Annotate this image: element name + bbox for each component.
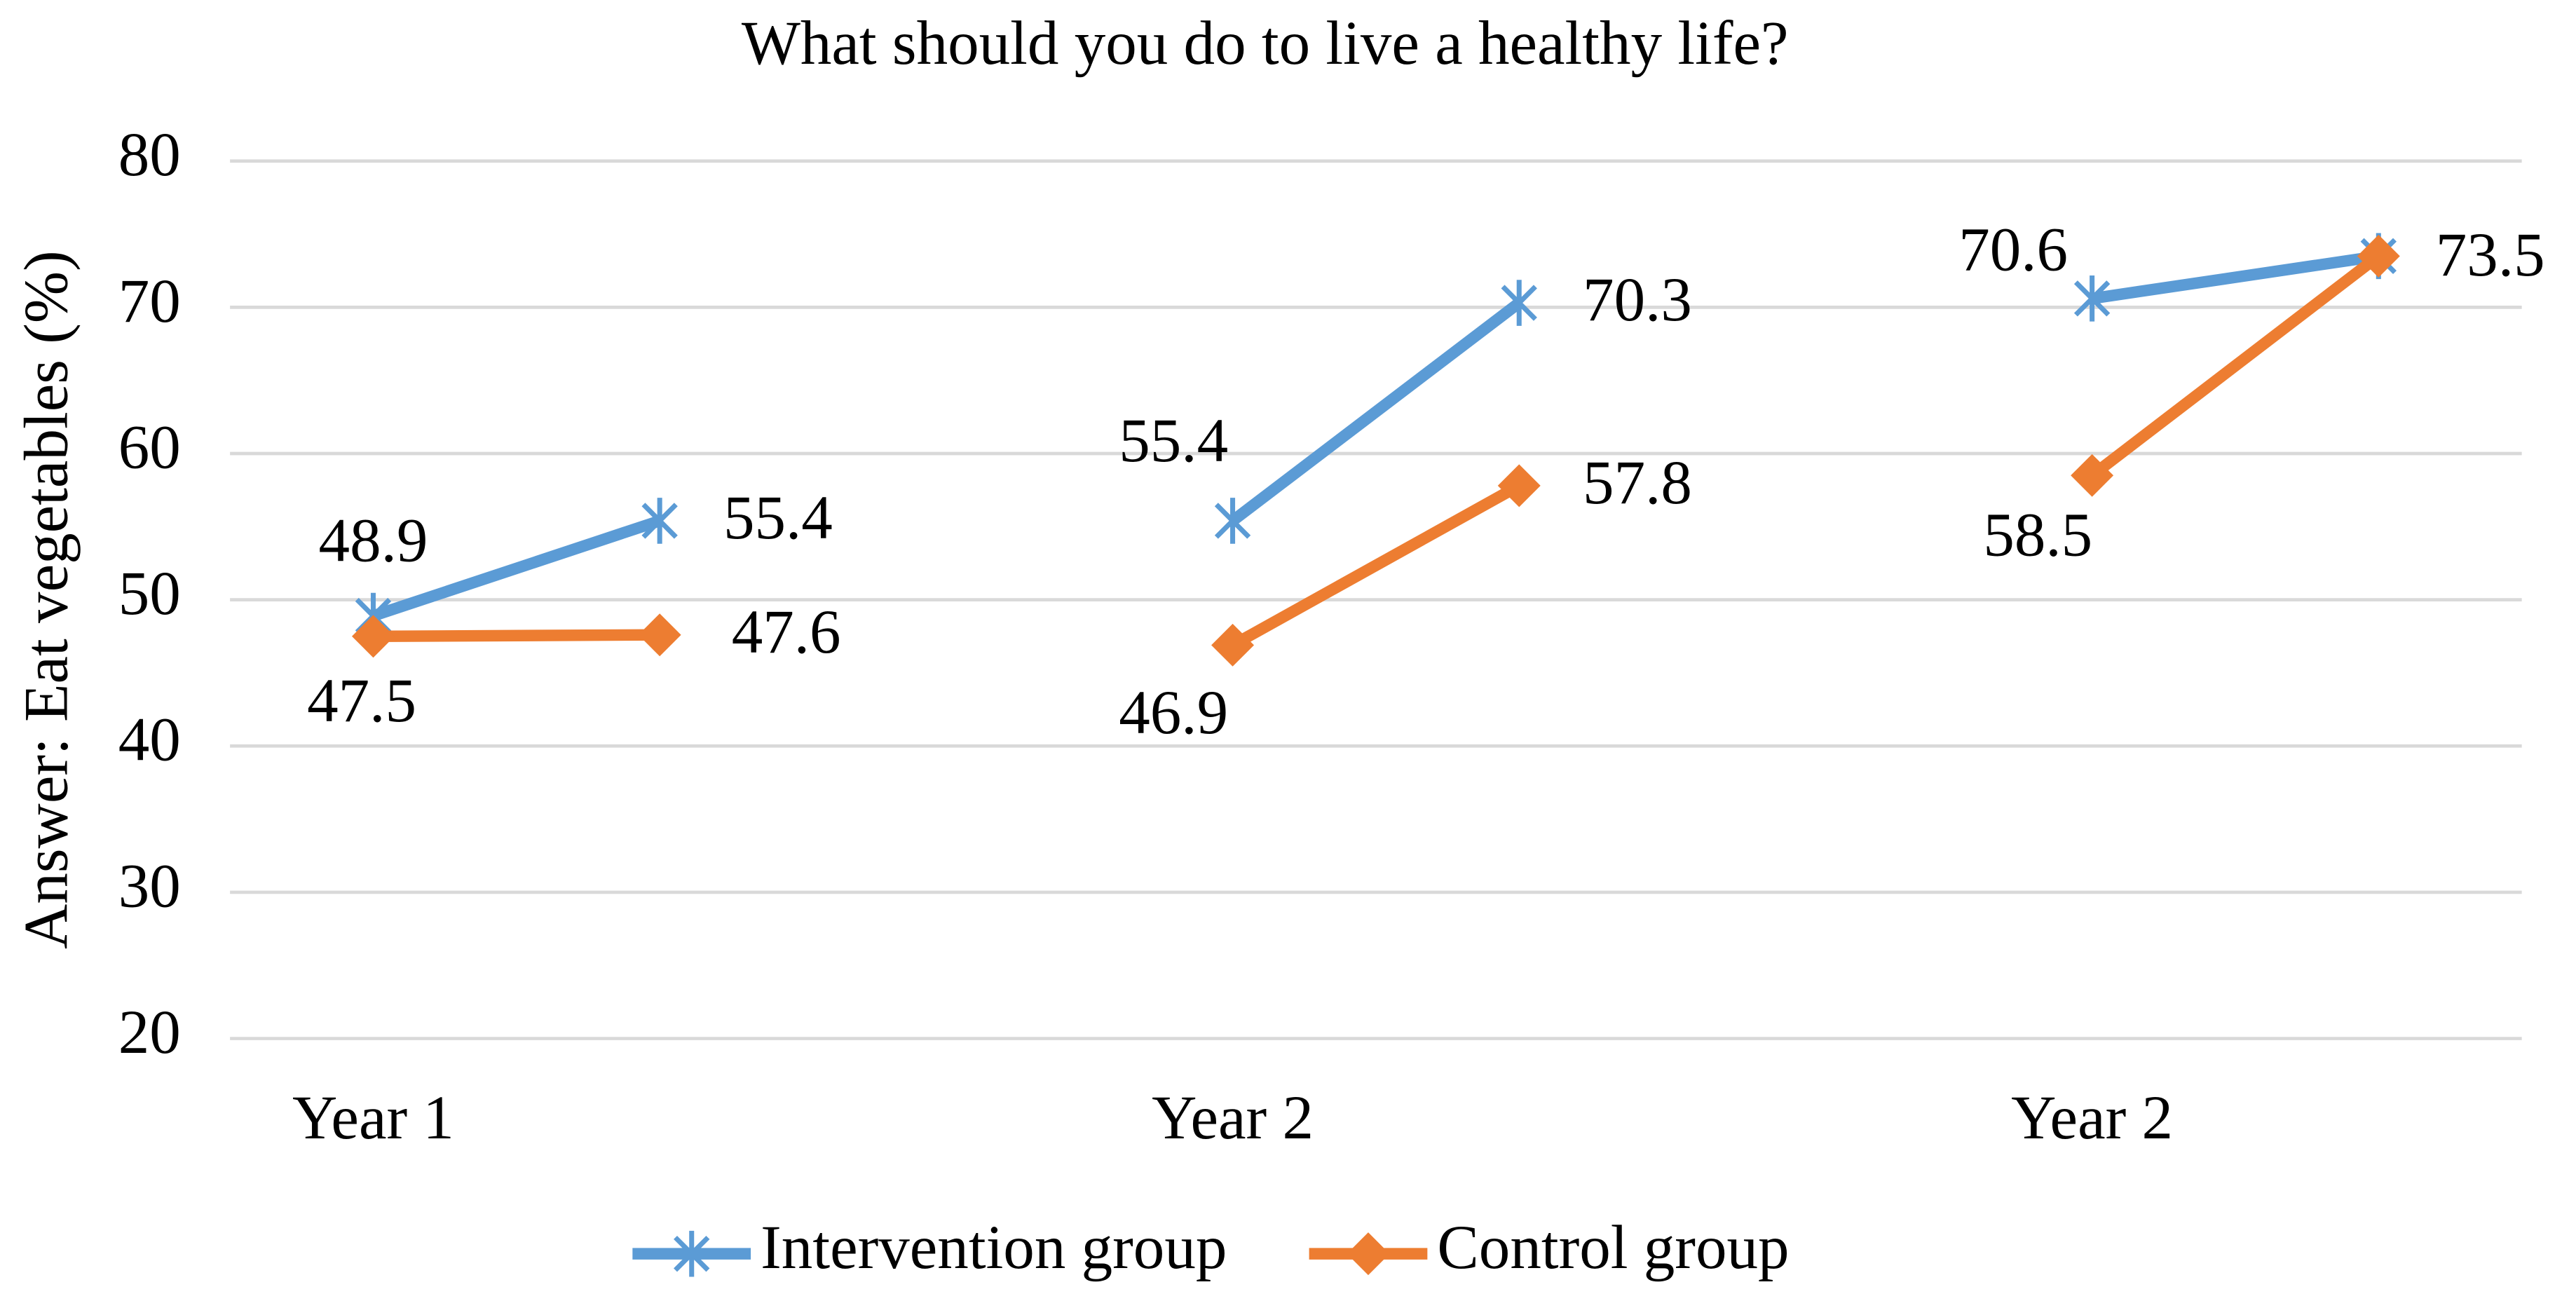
legend-label: Intervention group [761, 1213, 1227, 1282]
y-tick-label: 60 [118, 413, 181, 482]
data-point [1497, 464, 1541, 507]
data-label: 58.5 [1983, 501, 2092, 570]
y-tick-label: 30 [118, 852, 181, 920]
legend-label: Control group [1437, 1213, 1789, 1282]
y-tick-label: 20 [118, 998, 181, 1067]
data-label: 70.3 [1583, 266, 1692, 334]
data-label: 70.6 [1958, 215, 2068, 284]
series-line [371, 250, 2380, 622]
data-label: 73.5 [2436, 221, 2545, 289]
data-point [2357, 234, 2400, 278]
x-tick-label: Year 2 [2011, 1084, 2173, 1152]
data-label: 55.4 [1119, 407, 1228, 475]
data-point [1214, 498, 1251, 544]
data-point [641, 498, 678, 544]
y-tick-label: 80 [118, 121, 181, 189]
chart-title: What should you do to live a healthy lif… [742, 9, 1789, 78]
data-label: 47.5 [307, 667, 416, 735]
data-label: 57.8 [1583, 449, 1692, 517]
y-axis-label: Answer: Eat vegetables (%) [12, 250, 81, 949]
legend-marker [674, 1230, 710, 1277]
y-tick-label: 40 [118, 706, 181, 775]
data-point [1501, 280, 1537, 326]
data-point [352, 615, 395, 658]
y-tick-label: 70 [118, 267, 181, 336]
data-label: 47.6 [732, 598, 841, 667]
data-label: 48.9 [319, 507, 428, 575]
legend-marker [1347, 1232, 1390, 1276]
data-point [638, 613, 681, 657]
x-tick-label: Year 1 [292, 1084, 454, 1152]
x-tick-label: Year 2 [1152, 1084, 1314, 1152]
data-point [1211, 623, 1255, 667]
data-point [2073, 275, 2111, 322]
data-label: 46.9 [1119, 679, 1228, 747]
data-point [2071, 454, 2114, 497]
y-tick-label: 50 [118, 559, 181, 628]
data-label: 55.4 [723, 484, 833, 552]
series-line [373, 251, 2383, 650]
